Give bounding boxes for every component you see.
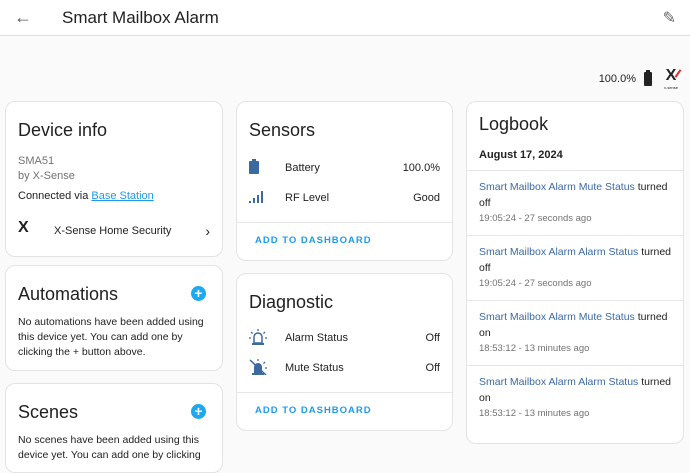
- diagnostic-label: Mute Status: [285, 362, 344, 374]
- logbook-action: turned off: [479, 246, 672, 274]
- logbook-time: 19:05:24 - 27 seconds ago: [479, 278, 592, 289]
- edit-pencil-icon[interactable]: ✎: [662, 9, 676, 27]
- logbook-action: turned on: [479, 311, 668, 339]
- chevron-right-icon: ›: [205, 223, 210, 239]
- sensor-label: Battery: [285, 162, 320, 174]
- logbook-time: 18:53:12 - 13 minutes ago: [479, 343, 590, 354]
- scenes-card: Scenes + No scenes have been added using…: [5, 383, 223, 473]
- card-title: Diagnostic: [249, 292, 334, 312]
- alarm-light-icon: [249, 328, 285, 348]
- diagnostic-row-mute-status[interactable]: Mute Status Off: [237, 353, 452, 383]
- x-sense-logo-icon: X: [18, 219, 29, 236]
- sensor-row-battery[interactable]: Battery 100.0%: [237, 153, 452, 183]
- logbook-action: turned off: [479, 181, 668, 209]
- card-title: Device info: [18, 120, 108, 140]
- back-arrow-icon[interactable]: ←: [14, 7, 32, 27]
- logbook-entry: Smart Mailbox Alarm Alarm Status turned …: [467, 365, 683, 430]
- card-title: Automations: [18, 284, 119, 304]
- automations-empty-text: No automations have been added using thi…: [18, 316, 204, 358]
- add-scene-button[interactable]: +: [191, 404, 206, 419]
- logbook-entry: Smart Mailbox Alarm Mute Status turned o…: [467, 170, 683, 235]
- add-to-dashboard-button[interactable]: ADD TO DASHBOARD: [237, 392, 452, 428]
- alarm-light-off-icon: [249, 358, 285, 378]
- logbook-entity-link[interactable]: Smart Mailbox Alarm Mute Status: [479, 181, 635, 193]
- logbook-entity-link[interactable]: Smart Mailbox Alarm Mute Status: [479, 311, 635, 323]
- diagnostic-card: Diagnostic Alarm Status Off Mute Status …: [236, 273, 453, 431]
- diagnostic-value: Off: [425, 332, 440, 344]
- sensor-label: RF Level: [285, 192, 330, 204]
- battery-icon: [249, 159, 285, 177]
- logbook-entry: Smart Mailbox Alarm Alarm Status turned …: [467, 235, 683, 300]
- logbook-time: 18:53:12 - 13 minutes ago: [479, 408, 590, 419]
- logbook-entry: Smart Mailbox Alarm Mute Status turned o…: [467, 300, 683, 365]
- logbook-card: Logbook August 17, 2024 Smart Mailbox Al…: [466, 101, 684, 444]
- card-title: Logbook: [479, 114, 549, 134]
- battery-icon: [644, 70, 652, 86]
- diagnostic-label: Alarm Status: [285, 332, 348, 344]
- card-title: Scenes: [18, 402, 79, 422]
- top-bar: ← Smart Mailbox Alarm ✎: [0, 0, 690, 36]
- logbook-entity-link[interactable]: Smart Mailbox Alarm Alarm Status: [479, 246, 639, 258]
- sensor-row-rf-level[interactable]: RF Level Good: [237, 183, 452, 213]
- add-automation-button[interactable]: +: [191, 286, 206, 301]
- connected-via-label: Connected via: [18, 190, 92, 202]
- integration-item[interactable]: X X-Sense Home Security ›: [6, 216, 222, 246]
- signal-icon: [249, 190, 285, 206]
- page-title: Smart Mailbox Alarm: [62, 7, 219, 27]
- logbook-entity-link[interactable]: Smart Mailbox Alarm Alarm Status: [479, 376, 639, 388]
- sensors-card: Sensors Battery 100.0% RF Level Good ADD…: [236, 101, 453, 261]
- sensor-value: 100.0%: [402, 162, 440, 174]
- sensor-value: Good: [413, 192, 440, 204]
- base-station-link[interactable]: Base Station: [91, 190, 154, 202]
- add-to-dashboard-button[interactable]: ADD TO DASHBOARD: [237, 222, 452, 258]
- logbook-action: turned on: [479, 376, 672, 404]
- scenes-empty-text: No scenes have been added using this dev…: [18, 434, 201, 461]
- card-title: Sensors: [249, 120, 316, 140]
- logbook-time: 19:05:24 - 27 seconds ago: [479, 213, 592, 224]
- integration-name: X-Sense Home Security: [54, 225, 172, 237]
- device-manufacturer: by X-Sense: [18, 170, 75, 182]
- battery-level: 100.0%: [598, 73, 636, 85]
- logbook-date: August 17, 2024: [479, 149, 563, 161]
- diagnostic-row-alarm-status[interactable]: Alarm Status Off: [237, 323, 452, 353]
- automations-card: Automations + No automations have been a…: [5, 265, 223, 371]
- device-model: SMA51: [18, 155, 55, 167]
- device-info-card: Device info SMA51 by X-Sense Connected v…: [5, 101, 223, 257]
- diagnostic-value: Off: [425, 362, 440, 374]
